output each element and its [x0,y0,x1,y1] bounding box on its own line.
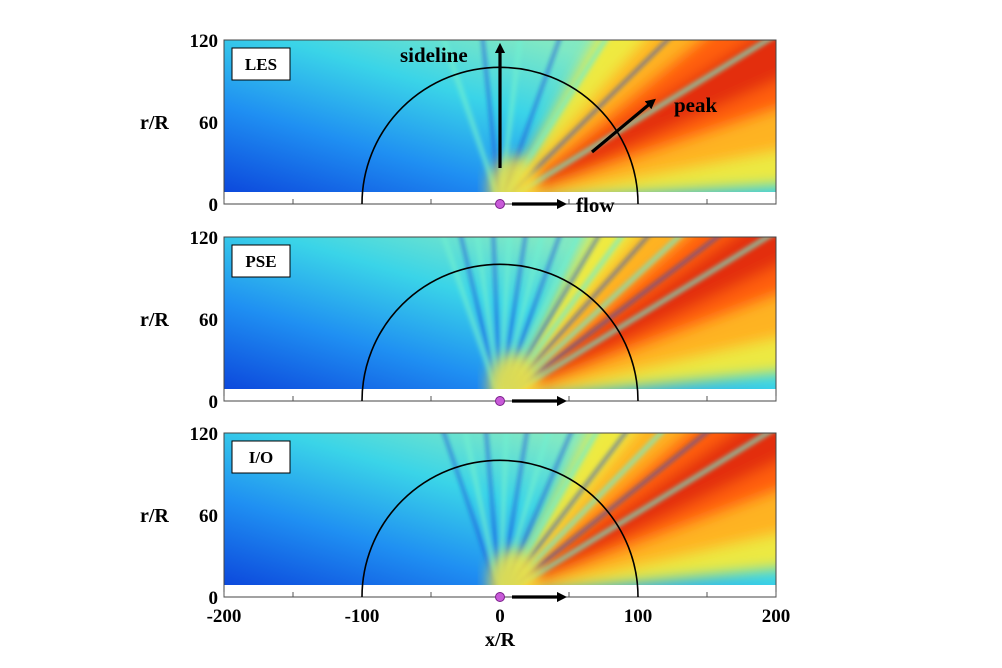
radiation-beams [442,433,773,585]
panel-label: I/O [249,448,274,467]
sideline-label: sideline [400,43,468,67]
arc-r100 [361,459,639,598]
radiation-beams [441,237,773,389]
y-axis-label: r/R [140,309,169,331]
x-tick-label: 200 [762,606,791,627]
heatmap-field [224,237,776,389]
source-point [495,592,505,602]
panel-label: PSE [245,252,276,271]
y-tick-label: 60 [199,506,218,527]
panel: LES 120 60 0 r/R sideline peak flow [140,31,777,217]
source-point [495,396,505,406]
panels: LES 120 60 0 r/R sideline peak flow PSE 120 60 0 r/R… [140,31,777,609]
y-axis-label: r/R [140,112,169,134]
x-tick-label: -200 [207,606,242,627]
x-tick-label: 100 [624,606,653,627]
panel: I/O 120 60 0 r/R [140,424,777,609]
heatmap-field [224,433,776,585]
peak-label: peak [674,93,718,117]
arc-r100 [361,263,639,402]
panel-label-box [231,244,291,278]
x-tick-label: 0 [495,606,505,627]
panel: PSE 120 60 0 r/R [140,228,777,413]
y-tick-label: 60 [199,310,218,331]
y-tick-label: 120 [190,31,219,52]
y-tick-label: 120 [190,228,219,249]
y-axis-label: r/R [140,505,169,527]
y-tick-label: 120 [190,424,219,445]
panel-label-box [231,440,291,474]
y-tick-label: 0 [209,392,219,413]
peak-arrow [590,98,656,154]
y-tick-label: 60 [199,113,218,134]
flow-label: flow [576,193,615,217]
radiation-beams [441,40,773,192]
x-axis: -200 -100 0 100 200 x/R [207,606,791,651]
x-axis-label: x/R [485,629,516,651]
x-tick-label: -100 [345,606,380,627]
panel-label-box [231,47,291,81]
heatmap-field [224,40,776,192]
y-tick-label: 0 [209,588,219,609]
source-point [495,199,505,209]
panel-label: LES [245,55,277,74]
y-tick-label: 0 [209,195,219,216]
